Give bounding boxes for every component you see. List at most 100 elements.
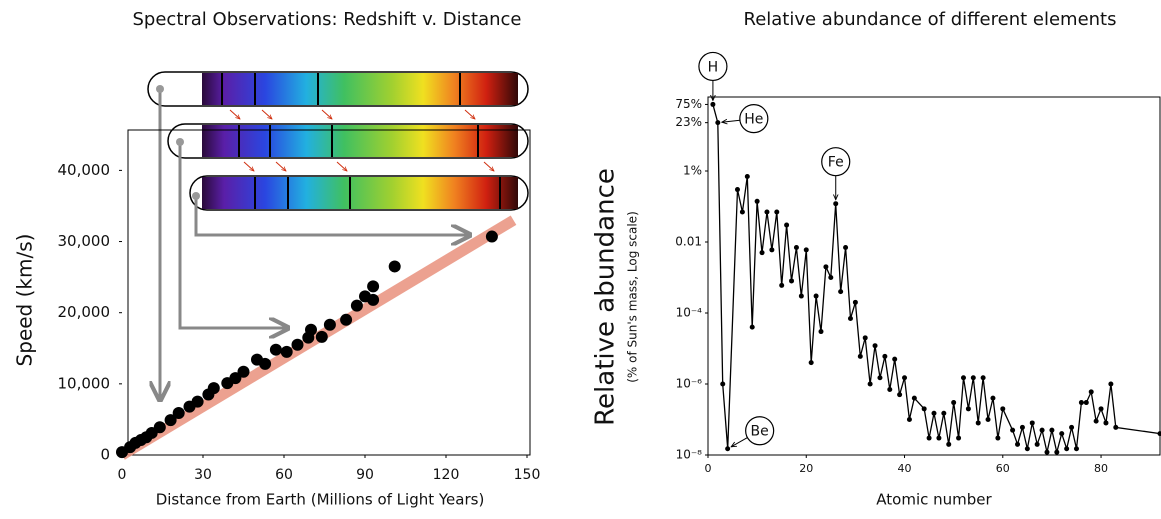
data-point [1039,427,1045,433]
annotation-circle [739,104,769,134]
data-point [808,360,814,366]
data-point [1024,446,1030,452]
data-point [793,244,799,250]
data-point [1010,427,1016,433]
data-point [926,435,932,441]
y-tick-label: 20,000 [58,303,111,321]
data-point [764,209,770,215]
data-point [1113,424,1119,430]
y-tick-label: 1% [683,164,702,178]
data-point [902,375,908,381]
data-point [1093,418,1099,424]
annotation-arrow [722,120,740,122]
data-point [1054,449,1060,455]
data-line [712,104,1161,453]
y-tick-label: 10⁻⁸ [676,448,703,462]
data-point [1083,400,1089,406]
data-point [350,299,363,312]
y-tick-label: 10⁻⁴ [676,306,703,320]
data-point [887,386,893,392]
data-point [956,435,962,441]
data-point [1049,427,1055,433]
data-point [769,247,775,253]
data-point [882,353,888,359]
y-tick-label: 40,000 [58,161,111,179]
data-point [367,280,380,293]
data-point [153,421,166,434]
annotation-label: He [744,112,763,128]
data-point [857,353,863,359]
data-point [1108,381,1114,387]
data-point [774,209,780,215]
data-point [759,250,765,256]
data-point [975,420,981,426]
x-tick-label: 0 [705,462,712,475]
x-tick-label: 30 [194,467,212,483]
data-point [828,275,834,280]
y-tick-label: 10⁻⁶ [676,377,703,391]
y-axis-title: Speed (km/s) [13,234,37,367]
annotation-label: Fe [828,155,844,171]
data-point [897,392,903,398]
data-point [485,230,498,243]
data-point [388,260,401,273]
data-point [965,406,971,412]
data-point [803,247,809,253]
spectra-illustration [147,71,529,400]
data-point [813,293,819,299]
y-axis-title: Relative abundance [591,168,621,426]
data-point [906,417,912,422]
data-point [833,201,839,207]
chart-title: Spectral Observations: Redshift v. Dista… [133,9,522,30]
data-point [872,343,878,349]
data-point [720,381,726,387]
y-axis-subtitle: (% of Sun's mass, Log scale) [626,211,640,383]
data-point [749,324,755,330]
data-point [862,335,868,341]
data-point [990,395,996,401]
data-point [789,278,795,284]
plot-frame [127,129,531,456]
data-point [237,365,250,378]
data-point [843,244,849,250]
annotation-circle [698,51,728,82]
data-point [367,293,380,306]
data-point [921,406,927,412]
annotation-label: H [708,59,719,75]
chart-title: Relative abundance of different elements [744,9,1117,30]
data-point [936,435,942,441]
data-point [1088,389,1094,395]
data-point [207,382,220,395]
x-tick-label: 150 [514,467,541,483]
data-point [259,357,272,370]
data-point [1044,449,1050,455]
data-point [946,441,952,447]
data-point [911,395,917,401]
data-point [1069,424,1075,430]
data-point [818,329,824,335]
data-point [1078,400,1084,406]
data-point [784,222,790,228]
data-point [739,209,745,215]
data-point [1103,420,1109,426]
x-tick-label: 0 [118,467,127,483]
data-point [1015,441,1021,447]
x-axis-title: Distance from Earth (Millions of Light Y… [156,491,485,509]
data-point [1098,406,1104,412]
data-point [1029,420,1035,426]
data-point [838,289,844,295]
data-point [710,101,716,107]
data-point [970,375,976,381]
data-point [847,315,853,321]
annotation-circle [745,416,775,446]
data-point [1019,424,1025,430]
plot-frame [707,96,1161,456]
data-point [941,410,947,416]
data-point [931,410,937,416]
data-point [340,313,353,326]
x-tick-label: 60 [996,462,1010,475]
data-point [995,435,1001,441]
x-tick-label: 20 [799,462,813,475]
data-point [172,407,185,420]
data-point [305,323,317,336]
